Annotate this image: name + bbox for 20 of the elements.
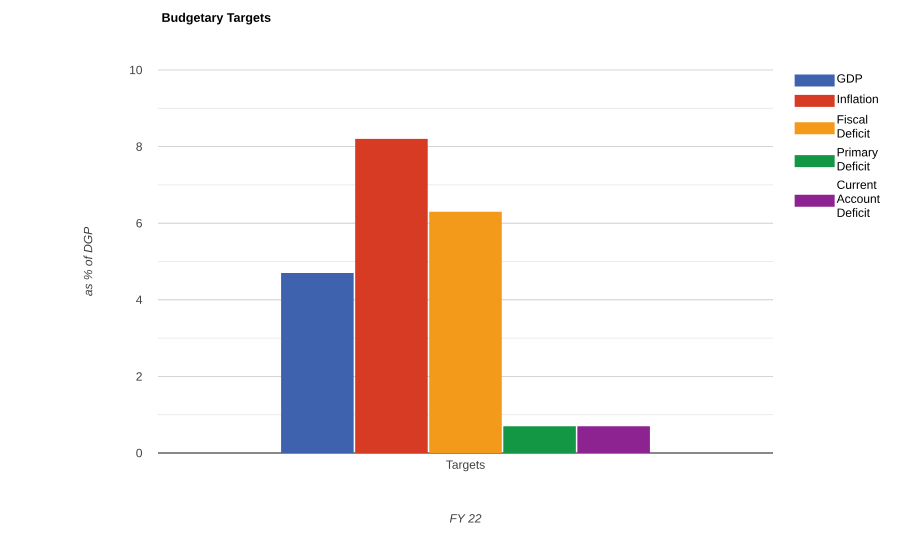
legend-label: Fiscal Deficit: [838, 114, 870, 138]
legend-label: Primary Deficit: [838, 148, 878, 170]
legend-label: Current Account Deficit: [836, 180, 880, 217]
y-tick-label: 10: [130, 66, 142, 74]
y-tick-label: 6: [136, 218, 142, 228]
y-tick-label: 0: [136, 448, 142, 458]
bar: [577, 426, 650, 453]
bar: [503, 426, 576, 453]
bar: [355, 138, 428, 453]
bar: [281, 272, 354, 453]
y-axis-title: as % of DGP: [83, 226, 92, 296]
bar: [429, 212, 502, 453]
x-axis-title: FY 22: [450, 514, 482, 522]
legend-label: GDP: [837, 74, 862, 83]
legend-label: Inflation: [838, 94, 878, 104]
y-tick-label: 8: [136, 142, 142, 151]
chart-title: Budgetary Targets: [162, 12, 271, 25]
y-tick-label: 2: [136, 372, 142, 381]
x-tick-label: Targets: [446, 460, 485, 472]
y-tick-label: 4: [136, 296, 142, 304]
